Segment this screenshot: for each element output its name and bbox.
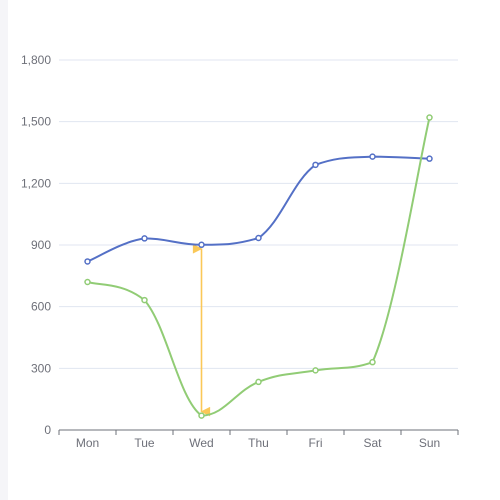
- data-point: [312, 367, 319, 374]
- y-tick-label: 0: [44, 423, 51, 437]
- line-chart: 0 300 600 900 1,200 1,500 1,800 Mon Tue Wed Thu Fri…: [21, 53, 459, 450]
- data-point: [426, 114, 433, 121]
- axes: 0 300 600 900 1,200 1,500 1,800 Mon Tue Wed Thu Fri…: [21, 53, 459, 450]
- data-point: [255, 378, 262, 386]
- data-point: [426, 155, 433, 162]
- data-point: [369, 358, 376, 366]
- series-line: [87, 155, 430, 263]
- y-tick-label: 1,500: [21, 115, 51, 129]
- data-point: [84, 278, 91, 286]
- series-layer: [84, 114, 433, 419]
- data-point: [255, 234, 262, 242]
- gridlines: [59, 59, 458, 369]
- x-tick-label: Thu: [248, 436, 269, 450]
- data-point: [198, 412, 205, 419]
- data-point: [198, 241, 205, 249]
- y-tick-label: 600: [31, 300, 51, 314]
- x-tick-label: Wed: [189, 436, 213, 450]
- y-tick-label: 1,800: [21, 53, 51, 67]
- y-tick-label: 900: [31, 238, 51, 252]
- series-line: [87, 117, 431, 417]
- data-point: [312, 161, 319, 169]
- x-tick-label: Fri: [309, 436, 323, 450]
- y-tick-label: 1,200: [21, 176, 51, 190]
- data-point: [84, 258, 91, 265]
- x-tick-label: Sat: [363, 436, 382, 450]
- x-tick-label: Mon: [76, 436, 99, 450]
- data-point: [141, 235, 148, 242]
- data-point: [369, 153, 376, 160]
- chart-panel: 0 300 600 900 1,200 1,500 1,800 Mon Tue Wed Thu Fri…: [8, 0, 500, 500]
- x-tick-label: Tue: [134, 436, 155, 450]
- x-tick-label: Sun: [419, 436, 440, 450]
- data-point: [141, 296, 148, 304]
- y-tick-label: 300: [31, 361, 51, 375]
